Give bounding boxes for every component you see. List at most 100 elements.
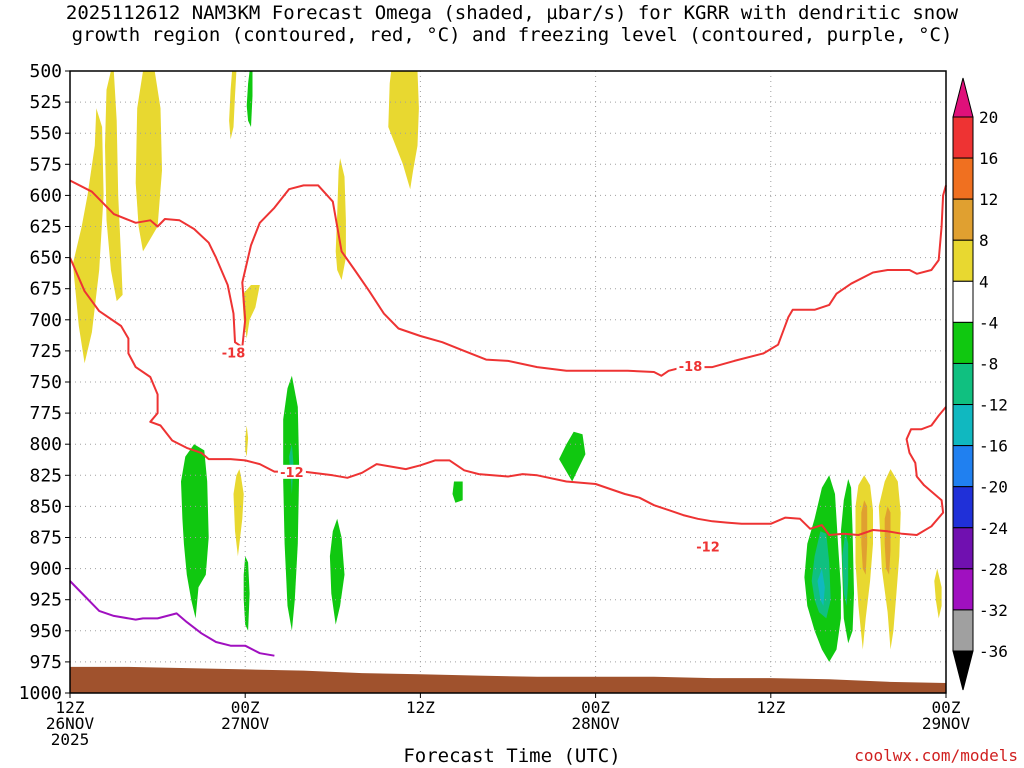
colorbar-segment-10 [952,527,974,570]
x-tick-label-5-2: 29NOV [922,714,971,733]
isotherm-minus12-label-bg-0 [277,464,306,479]
y-tick-label-700: 700 [29,310,62,331]
colorbar-bottom-arrow [952,650,974,691]
omega-region-11 [934,568,942,619]
y-tick-label-725: 725 [29,341,62,362]
colorbar-label-2: 12 [979,190,998,209]
isotherm-minus18 [69,179,947,377]
omega-region-7 [335,158,346,280]
contour-layer: -18 -18 -12 -12 [69,179,947,657]
colorbar-label-6: -8 [979,354,998,373]
colorbar-label-0: 20 [979,108,998,127]
x-axis-title: Forecast Time (UTC) [403,745,621,767]
omega-shading-layer [72,71,942,662]
y-tick-label-875: 875 [29,528,62,549]
omega-region-15 [246,71,253,127]
omega-region-17 [283,375,300,631]
omega-region-19 [452,481,463,503]
colorbar-segment-9 [952,486,974,529]
colorbar-label-10: -24 [979,519,1008,538]
colorbar-segment-8 [952,445,974,488]
x-tick-label-0-2: 26NOV [46,714,95,733]
omega-region-16 [243,556,250,631]
y-tick-label-950: 950 [29,621,62,642]
colorbar-segment-7 [952,404,974,447]
isotherm-minus18-label-1: -18 [679,360,703,375]
colorbar-segment-3 [952,239,974,282]
colorbar-label-9: -20 [979,478,1008,497]
ground-terrain [70,666,946,693]
y-tick-label-825: 825 [29,465,62,486]
credit-link[interactable]: coolwx.com/models [854,746,1018,765]
omega-region-2 [135,71,162,252]
omega-region-1 [105,71,123,302]
y-tick-label-500: 500 [29,61,62,82]
omega-region-18 [329,518,345,625]
colorbar-label-4: 4 [979,272,989,291]
colorbar-segment-4 [952,280,974,323]
y-tick-label-750: 750 [29,372,62,393]
y-tick-label-900: 900 [29,559,62,580]
chart-title-line-2: growth region (contoured, red, °C) and f… [71,24,953,46]
omega-region-14 [181,444,209,619]
y-tick-label-775: 775 [29,403,62,424]
omega-region-5 [233,469,244,557]
y-tick-label-550: 550 [29,123,62,144]
omega-region-4 [242,285,260,339]
colorbar-segment-6 [952,362,974,406]
y-tick-label-525: 525 [29,92,62,113]
y-tick-label-625: 625 [29,217,62,238]
colorbar-label-7: -12 [979,396,1008,415]
isotherm-minus18-label-0: -18 [222,346,246,361]
chart-title-line-1: 2025112612 NAM3KM Forecast Omega (shaded… [65,2,959,24]
omega-region-13 [884,506,891,575]
colorbar: 20 16 12 8 4 -4 -8 -12 -16 -20 -24 -28 -32 -36 [952,77,1008,691]
colorbar-segment-11 [952,568,974,611]
y-tick-label-575: 575 [29,154,62,175]
colorbar-segment-0 [952,116,974,159]
x-tick-label-1-2: 27NOV [221,714,270,733]
colorbar-segment-2 [952,198,974,241]
colorbar-label-11: -28 [979,560,1008,579]
colorbar-segment-12 [952,609,974,652]
terrain-layer [70,666,946,693]
omega-region-8 [388,71,419,190]
colorbar-segment-5 [952,321,974,364]
x-tick-label-1-1: 00Z [231,698,260,717]
x-tick-label-2-1: 12Z [406,698,435,717]
colorbar-segment-1 [952,157,974,200]
colorbar-label-3: 8 [979,231,989,250]
y-tick-label-850: 850 [29,496,62,517]
y-axis: 500 525 550 575 600 625 650 675 700 725 750 775 800 8… [19,61,70,704]
isotherm-minus18-label-bg-1 [676,359,705,374]
colorbar-label-12: -32 [979,601,1008,620]
omega-region-20 [559,431,586,482]
y-tick-label-600: 600 [29,185,62,206]
isotherm-minus12-label-0: -12 [280,466,304,481]
y-tick-label-925: 925 [29,590,62,611]
colorbar-label-13: -36 [979,642,1008,661]
y-tick-label-675: 675 [29,279,62,300]
isotherm-minus12 [69,257,947,536]
x-tick-label-5-1: 00Z [932,698,961,717]
x-tick-label-0-3: 2025 [51,730,90,749]
omega-region-3 [229,71,237,140]
omega-region-6 [245,425,249,457]
isotherm-minus18-label-bg-0 [219,345,248,360]
colorbar-label-8: -16 [979,437,1008,456]
colorbar-top-arrow [952,77,974,118]
omega-region-0 [72,108,104,364]
grid-lines [69,71,947,693]
isotherm-minus12-label-1: -12 [696,540,720,555]
y-tick-label-650: 650 [29,248,62,269]
x-tick-label-3-1: 00Z [581,698,610,717]
omega-region-26 [817,568,825,606]
x-tick-label-3-2: 28NOV [572,714,621,733]
y-tick-label-800: 800 [29,434,62,455]
isotherm-minus12-label-bg-1 [694,539,723,554]
colorbar-label-5: -4 [979,313,998,332]
y-tick-label-1000: 1000 [19,683,62,704]
freezing-level-line [69,580,275,657]
colorbar-label-1: 16 [979,149,998,168]
